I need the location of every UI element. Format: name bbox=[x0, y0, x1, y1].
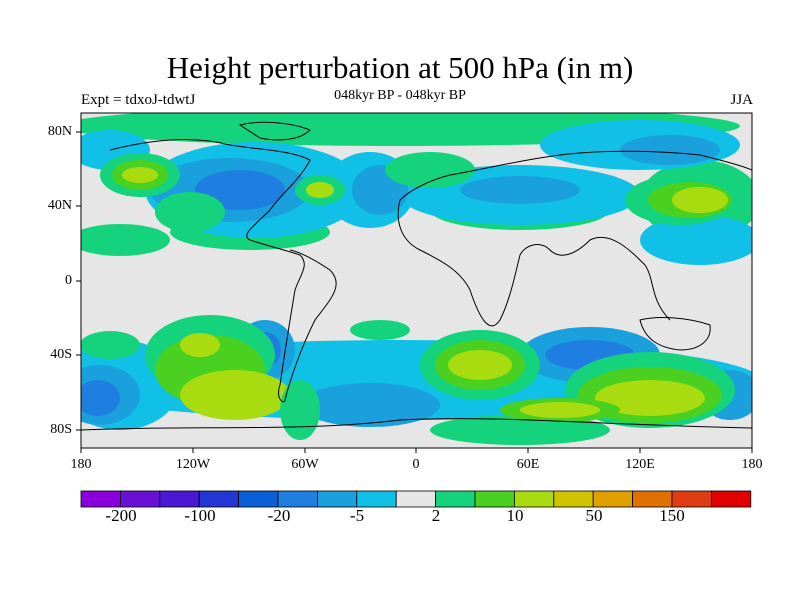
contour-region bbox=[81, 224, 170, 256]
axis-ticks bbox=[76, 131, 753, 453]
colorbar-label: -200 bbox=[105, 506, 137, 525]
colorbar-swatch bbox=[632, 490, 673, 508]
s-atlantic-high bbox=[448, 350, 512, 380]
lon-tick-label: 120E bbox=[625, 457, 655, 472]
lat-tick-label: 40N bbox=[47, 198, 72, 213]
contour-region bbox=[640, 215, 752, 265]
colorbar-label: 150 bbox=[659, 506, 685, 525]
colorbar-swatch bbox=[316, 490, 358, 508]
contour-region bbox=[620, 135, 720, 165]
s-pacific-low bbox=[81, 380, 120, 416]
contour-region bbox=[350, 320, 410, 340]
lon-tick-label: 180 bbox=[741, 457, 763, 472]
colorbar-swatch bbox=[238, 490, 279, 508]
contour-region bbox=[300, 383, 440, 427]
coastline bbox=[397, 199, 671, 327]
colorbar-label: 10 bbox=[506, 506, 524, 525]
colorbar-swatch bbox=[514, 490, 555, 508]
contour-region bbox=[180, 333, 220, 357]
colorbar-swatch bbox=[474, 490, 515, 508]
ne-pacific-high bbox=[122, 167, 158, 183]
coastline bbox=[81, 418, 752, 431]
contour-region bbox=[430, 415, 610, 445]
coastline bbox=[399, 150, 752, 201]
colorbar-swatch bbox=[356, 490, 397, 508]
colorbar-label: -5 bbox=[349, 506, 365, 525]
colorbar-label: 2 bbox=[431, 506, 441, 525]
contour-region bbox=[460, 176, 580, 204]
colorbar-swatch bbox=[395, 490, 437, 508]
coastlines bbox=[81, 121, 752, 431]
period-label: 048kyr BP - 048kyr BP bbox=[334, 88, 466, 103]
colorbar bbox=[80, 490, 752, 508]
colorbar-swatch bbox=[711, 490, 752, 508]
lon-tick-label: 120W bbox=[175, 457, 211, 472]
map-title: Height perturbation at 500 hPa (in m) bbox=[166, 50, 634, 85]
season-label: JJA bbox=[730, 92, 753, 108]
s-australia-high bbox=[595, 380, 705, 416]
coastline bbox=[109, 139, 337, 403]
colorbar-swatch bbox=[198, 490, 239, 508]
sh-bands bbox=[81, 315, 752, 445]
contour-region bbox=[306, 182, 334, 198]
colorbar-swatch bbox=[80, 490, 121, 508]
contour-field bbox=[81, 113, 752, 448]
lon-tick-label: 0 bbox=[412, 457, 420, 472]
coastline bbox=[238, 121, 311, 141]
colorbar-swatch bbox=[671, 490, 712, 508]
coastline bbox=[639, 317, 711, 351]
colorbar-label: 50 bbox=[585, 506, 603, 525]
colorbar-swatch bbox=[120, 490, 161, 508]
colorbar-label: -100 bbox=[184, 506, 216, 525]
colorbar-swatch bbox=[553, 490, 594, 508]
colorbar-swatch bbox=[277, 490, 318, 508]
nh-highs bbox=[100, 152, 735, 232]
contour-region bbox=[81, 331, 140, 359]
contour-region bbox=[280, 380, 320, 440]
lon-tick-label: 180 bbox=[70, 457, 92, 472]
colorbar-swatch bbox=[592, 490, 634, 508]
contour-region bbox=[385, 152, 475, 188]
w-pacific-high bbox=[672, 187, 728, 213]
colorbar-label: -20 bbox=[267, 506, 291, 525]
se-pacific-high bbox=[180, 370, 290, 420]
colorbar-swatch bbox=[435, 490, 476, 508]
experiment-label: Expt = tdxoJ-tdwtJ bbox=[81, 92, 196, 108]
lat-tick-label: 40S bbox=[50, 347, 72, 362]
lat-tick-label: 0 bbox=[65, 273, 72, 288]
colorbar-swatch bbox=[159, 490, 200, 508]
contour-region bbox=[520, 402, 600, 418]
lon-tick-label: 60W bbox=[291, 457, 319, 472]
contour-region bbox=[155, 192, 225, 232]
lat-tick-label: 80S bbox=[50, 422, 72, 437]
lat-tick-label: 80N bbox=[47, 124, 72, 139]
lon-tick-label: 60E bbox=[516, 457, 540, 472]
